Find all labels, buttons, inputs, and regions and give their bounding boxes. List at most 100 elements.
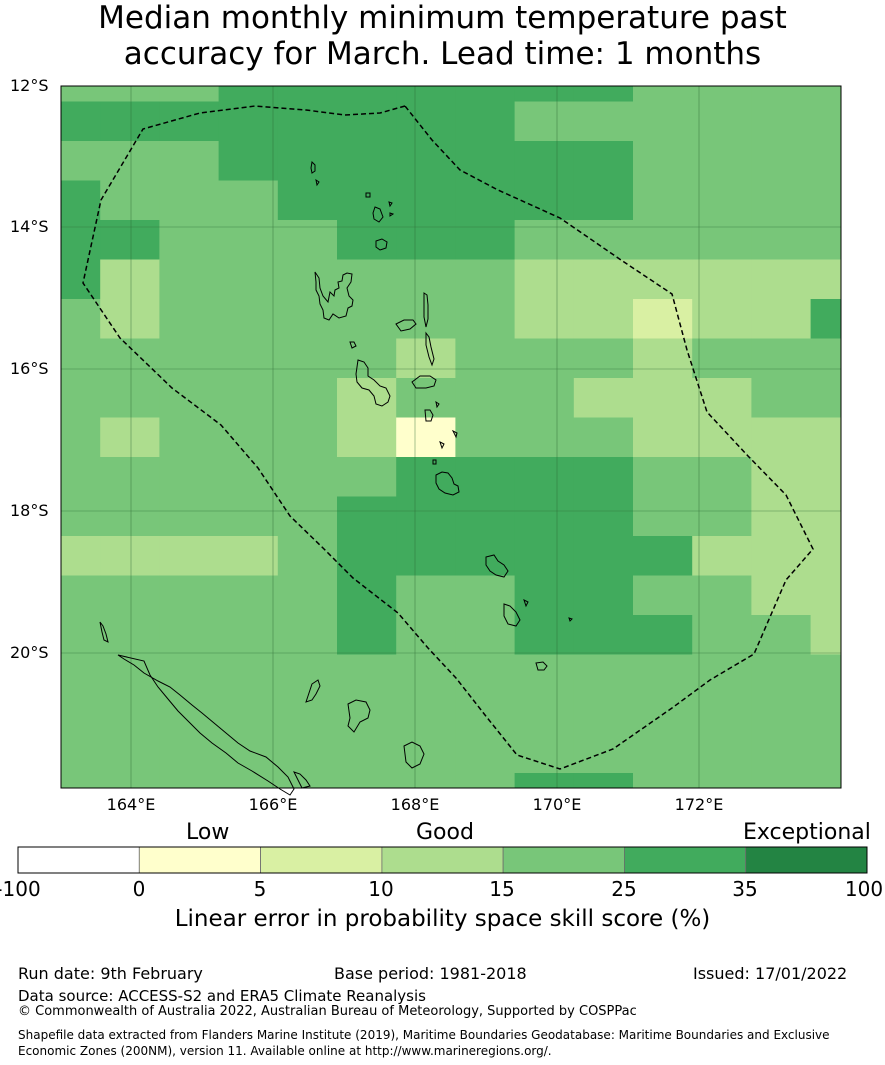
colorbar-tick: 35 xyxy=(732,877,758,901)
skill-cell xyxy=(455,457,515,497)
colorbar-segment xyxy=(624,846,747,874)
skill-cell xyxy=(514,180,575,221)
skill-cell xyxy=(751,299,811,339)
skill-cell xyxy=(514,141,575,181)
lat-label-16s: 16°S xyxy=(10,359,49,378)
skill-cell xyxy=(810,220,842,260)
skill-cell xyxy=(573,536,634,576)
skill-cell xyxy=(61,378,101,418)
skill-cell xyxy=(810,654,842,695)
skill-cell xyxy=(751,101,811,142)
skill-cells xyxy=(61,86,842,789)
lon-label-172e: 172°E xyxy=(674,795,724,814)
colorbar-segment xyxy=(17,846,140,874)
skill-cell xyxy=(396,259,456,300)
skill-cell xyxy=(159,654,219,695)
skill-cell xyxy=(337,86,397,102)
skill-cell xyxy=(396,457,456,497)
skill-cell xyxy=(692,733,752,774)
skill-cell xyxy=(692,299,752,339)
skill-cell xyxy=(573,773,634,789)
skill-cell xyxy=(692,259,752,300)
skill-cell xyxy=(277,180,338,221)
skill-cell xyxy=(396,180,456,221)
skill-cell xyxy=(514,536,575,576)
colorbar-tick: 10 xyxy=(368,877,394,901)
skill-cell xyxy=(61,536,101,576)
skill-cell xyxy=(218,615,279,655)
skill-cell xyxy=(455,694,515,734)
skill-cell xyxy=(633,457,693,497)
skill-cell xyxy=(100,86,160,102)
skill-cell xyxy=(61,259,101,300)
skill-cell xyxy=(218,378,279,418)
title-line-2: accuracy for March. Lead time: 1 months xyxy=(123,36,762,72)
lat-label-12s: 12°S xyxy=(10,76,49,95)
skill-cell xyxy=(514,496,575,537)
shapefile-credit-line-2: Economic Zones (200NM), version 11. Avai… xyxy=(18,1044,552,1058)
skill-cell xyxy=(100,457,160,497)
map-frame xyxy=(60,85,842,789)
island-santo xyxy=(314,271,354,321)
skill-cell xyxy=(573,496,634,537)
skill-cell xyxy=(337,694,397,734)
colorbar-tick: 100 xyxy=(844,877,884,901)
skill-cell xyxy=(810,141,842,181)
colorbar-tick: 0 xyxy=(132,877,146,901)
skill-cell xyxy=(277,378,338,418)
skill-cell xyxy=(751,575,811,616)
skill-cell xyxy=(61,575,101,616)
skill-cell xyxy=(396,575,456,616)
coastlines xyxy=(99,160,573,796)
skill-cell xyxy=(633,615,693,655)
skill-cell xyxy=(455,338,515,379)
skill-cell xyxy=(277,536,338,576)
skill-cell xyxy=(100,773,160,789)
skill-cell xyxy=(573,299,634,339)
skill-cell xyxy=(810,338,842,379)
skill-cell xyxy=(61,694,101,734)
skill-cell xyxy=(514,615,575,655)
skill-cell xyxy=(455,615,515,655)
skill-cell xyxy=(61,733,101,774)
colorbar-segment xyxy=(745,846,868,874)
island-tanna xyxy=(503,599,573,627)
skill-cell xyxy=(396,220,456,260)
skill-cell xyxy=(218,259,279,300)
skill-cell xyxy=(810,496,842,537)
skill-cell xyxy=(100,299,160,339)
skill-cell xyxy=(573,378,634,418)
shapefile-credit-line-1: Shapefile data extracted from Flanders M… xyxy=(18,1028,830,1042)
skill-cell xyxy=(337,299,397,339)
skill-cell xyxy=(810,101,842,142)
skill-cell xyxy=(218,694,279,734)
skill-cell xyxy=(455,773,515,789)
skill-cell xyxy=(573,101,634,142)
skill-cell xyxy=(100,220,160,260)
skill-cell xyxy=(396,86,456,102)
colorbar-segment xyxy=(502,846,625,874)
skill-cell xyxy=(61,101,101,142)
skill-cell xyxy=(455,496,515,537)
run-date: Run date: 9th February xyxy=(18,964,203,983)
skill-cell xyxy=(159,141,219,181)
skill-cell xyxy=(455,101,515,142)
skill-cell xyxy=(218,457,279,497)
map-gridlines xyxy=(61,85,841,788)
colorbar-tick: -100 xyxy=(0,877,41,901)
title-line-1: Median monthly minimum temperature past xyxy=(98,0,787,36)
skill-cell xyxy=(692,180,752,221)
skill-cell xyxy=(337,496,397,537)
skill-cell xyxy=(455,536,515,576)
skill-cell xyxy=(810,378,842,418)
skill-cell xyxy=(159,575,219,616)
skill-cell xyxy=(277,338,338,379)
colorbar-tick: 25 xyxy=(611,877,637,901)
skill-cell xyxy=(692,457,752,497)
skill-cell xyxy=(751,417,811,458)
skill-cell xyxy=(455,86,515,102)
skill-cell xyxy=(337,654,397,695)
skill-cell xyxy=(61,86,101,102)
skill-cell xyxy=(810,259,842,300)
